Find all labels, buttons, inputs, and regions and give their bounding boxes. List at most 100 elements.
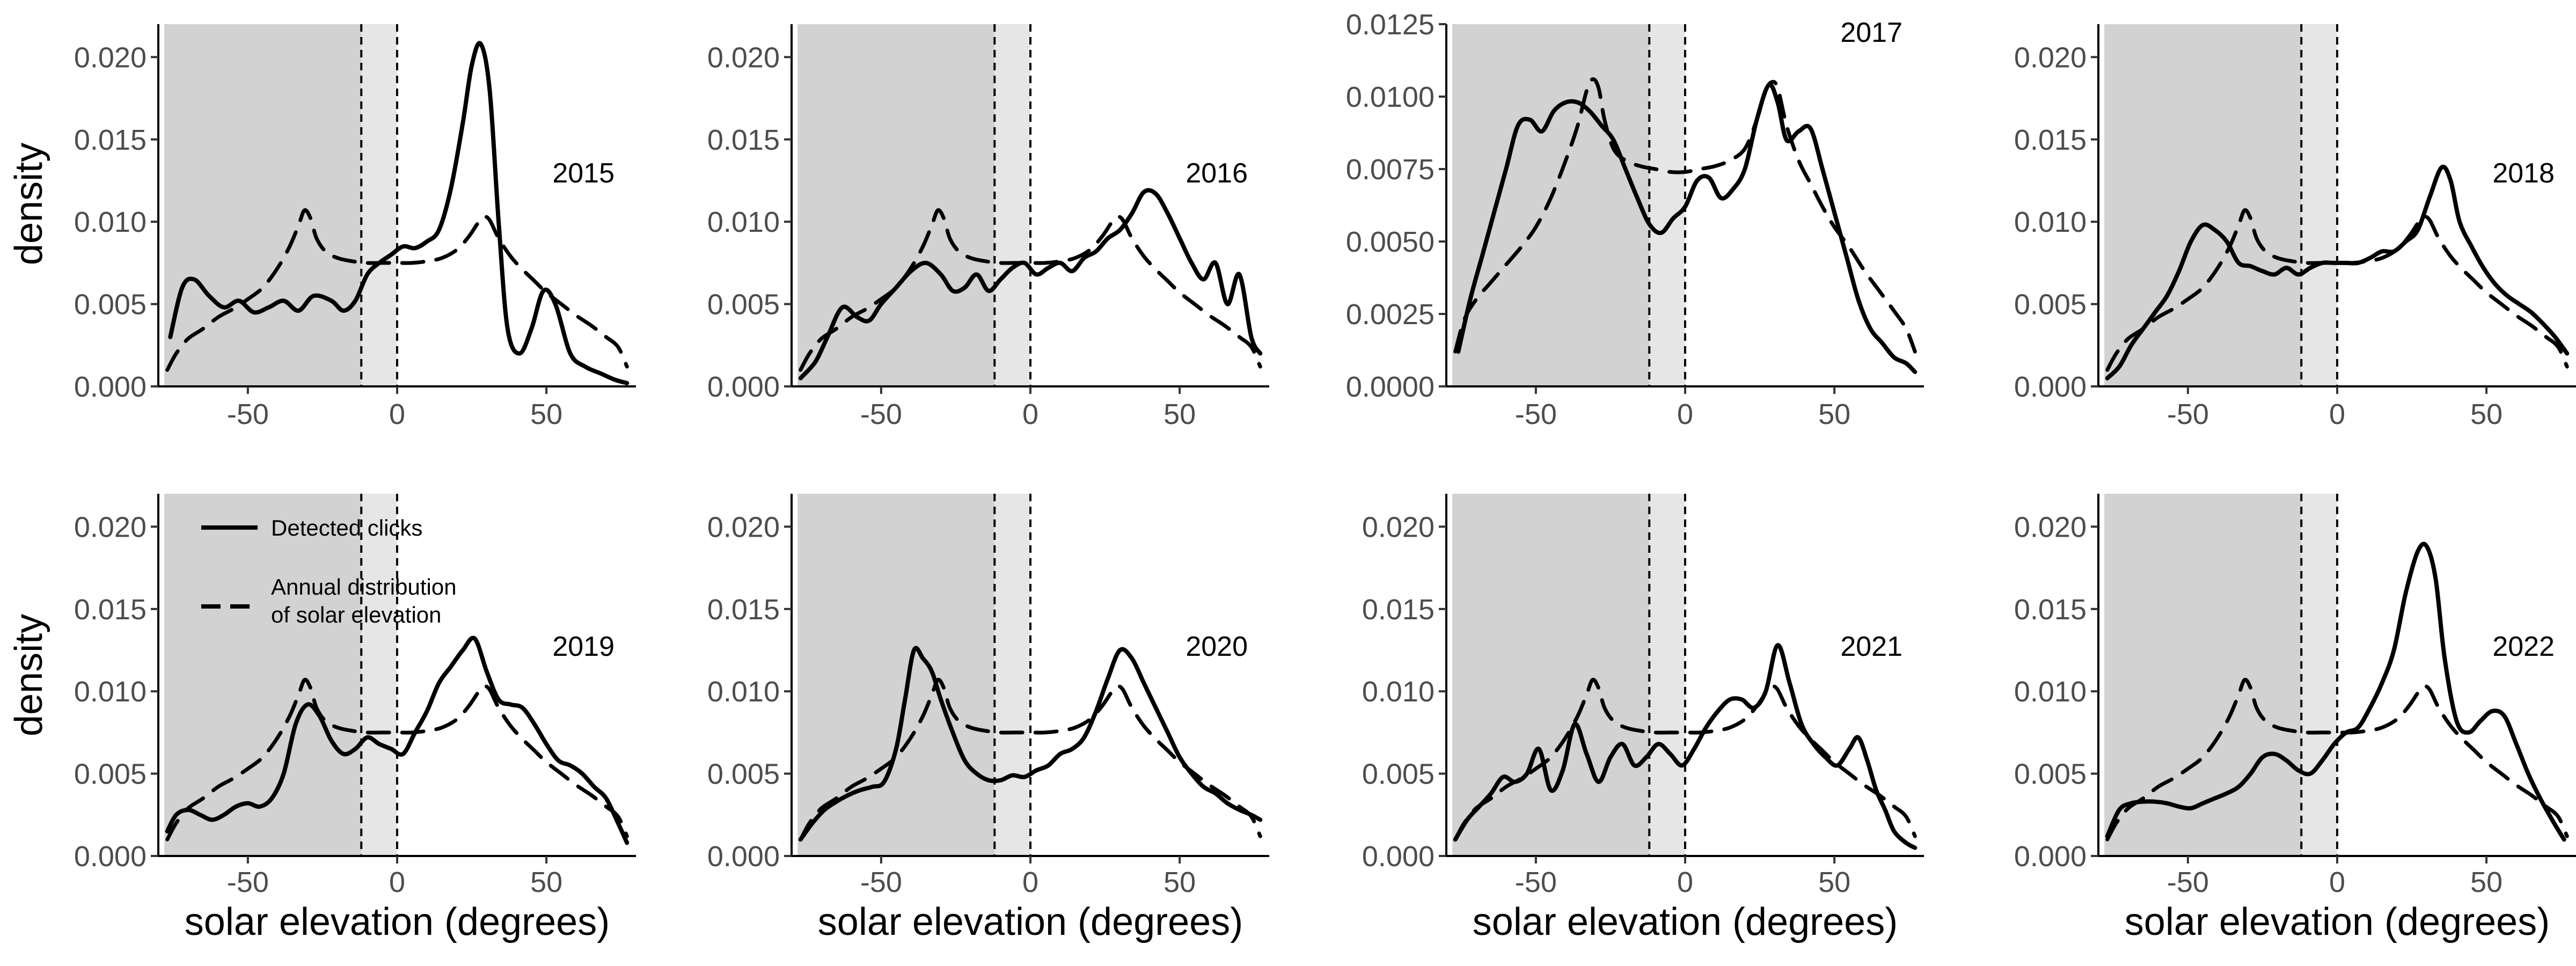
x-tick-label: 0	[1022, 866, 1038, 898]
twilight-shading	[2301, 24, 2337, 386]
x-tick-label: -50	[860, 866, 902, 898]
y-tick-label: 0.015	[1362, 594, 1435, 626]
y-tick-label: 0.015	[74, 124, 147, 156]
y-tick-label: 0.020	[707, 511, 780, 543]
x-tick-label: 0	[389, 866, 405, 898]
night-shading	[797, 24, 995, 386]
year-label: 2020	[1185, 631, 1248, 662]
panel-2018: 0.000 0.005 0.010 0.015 0.020 -50 0 50 2018	[2014, 24, 2576, 430]
x-tick-label: -50	[2167, 866, 2209, 898]
legend-label: of solar elevation	[271, 602, 442, 627]
y-tick-label: 0.020	[2014, 511, 2087, 543]
night-shading	[164, 24, 362, 386]
y-tick-label: 0.000	[707, 371, 780, 403]
panel-2016: 0.000 0.005 0.010 0.015 0.020 -50 0 50 2016	[707, 24, 1269, 430]
year-label: 2015	[552, 158, 614, 189]
y-tick-label: 0.005	[1362, 758, 1435, 791]
panel-2020: 0.000 0.005 0.010 0.015 0.020 -50 0 50 2020 solar…	[707, 494, 1269, 943]
y-tick-label: 0.010	[74, 676, 147, 708]
x-tick-label: 50	[1818, 866, 1850, 898]
night-shading	[164, 494, 362, 856]
y-tick-label: 0.010	[74, 206, 147, 238]
twilight-shading	[361, 494, 397, 856]
x-tick-label: -50	[227, 866, 269, 898]
year-label: 2022	[2492, 631, 2555, 662]
annual-distribution-line	[165, 677, 629, 841]
detected-clicks-line	[798, 646, 1263, 842]
y-tick-label: 0.0050	[1346, 226, 1435, 258]
x-tick-label: 0	[389, 398, 405, 430]
x-tick-label: 50	[530, 398, 562, 430]
y-tick-label: 0.000	[74, 840, 147, 873]
twilight-shading	[994, 24, 1030, 386]
annual-distribution-line	[165, 208, 629, 372]
x-tick-label: 50	[530, 866, 562, 898]
detected-clicks-line	[168, 41, 630, 385]
x-axis-title: solar elevation (degrees)	[818, 901, 1243, 943]
twilight-shading	[2301, 494, 2337, 856]
y-tick-label: 0.000	[2014, 371, 2087, 403]
y-tick-label: 0.005	[2014, 758, 2087, 791]
annual-distribution-line	[2105, 677, 2569, 841]
panel-2017: 0.0000 0.0025 0.0050 0.0075 0.0100 0.0125 -50 0…	[1346, 9, 1924, 430]
legend-label: Detected clicks	[271, 515, 422, 540]
annual-distribution-line	[799, 208, 1262, 372]
night-shading	[1452, 494, 1650, 856]
y-tick-label: 0.005	[707, 289, 780, 321]
x-tick-label: 0	[2329, 866, 2345, 898]
y-tick-label: 0.010	[2014, 676, 2087, 708]
annual-distribution-line	[2105, 208, 2569, 372]
panel-2015: 0.000 0.005 0.010 0.015 0.020 -50 0 50 2015	[74, 24, 636, 430]
y-tick-label: 0.0000	[1346, 371, 1435, 403]
y-tick-label: 0.000	[2014, 840, 2087, 873]
detected-clicks-line	[798, 188, 1263, 380]
y-tick-label: 0.015	[2014, 594, 2087, 626]
twilight-shading	[361, 24, 397, 386]
y-tick-label: 0.015	[2014, 124, 2087, 156]
y-tick-label: 0.010	[707, 206, 780, 238]
y-tick-label: 0.0025	[1346, 298, 1435, 331]
y-tick-label: 0.015	[707, 594, 780, 626]
year-label: 2021	[1840, 631, 1902, 662]
x-tick-label: -50	[860, 398, 902, 430]
x-tick-label: 50	[1163, 398, 1196, 430]
x-tick-label: -50	[1515, 866, 1557, 898]
x-tick-label: 50	[2470, 398, 2502, 430]
x-tick-label: 0	[1677, 866, 1693, 898]
legend: Detected clicks Annual distribution of sol…	[201, 515, 457, 627]
y-tick-label: 0.000	[74, 371, 147, 403]
y-tick-label: 0.0125	[1346, 9, 1435, 41]
y-axis-title: density	[8, 143, 50, 265]
y-tick-label: 0.0075	[1346, 153, 1435, 186]
y-tick-label: 0.000	[707, 840, 780, 873]
x-axis-title: solar elevation (degrees)	[185, 901, 610, 943]
x-tick-label: 0	[2329, 398, 2345, 430]
legend-label: Annual distribution	[271, 574, 457, 599]
annual-distribution-line	[1453, 77, 1917, 354]
year-label: 2019	[552, 631, 614, 662]
y-tick-label: 0.010	[1362, 676, 1435, 708]
x-tick-label: 50	[1163, 866, 1196, 898]
y-tick-label: 0.0100	[1346, 81, 1435, 113]
panel-2019: 0.000 0.005 0.010 0.015 0.020 -50 0 50 2019 solar…	[74, 494, 636, 943]
y-tick-label: 0.020	[707, 41, 780, 74]
y-tick-label: 0.015	[74, 594, 147, 626]
y-tick-label: 0.005	[707, 758, 780, 791]
x-axis-title: solar elevation (degrees)	[1473, 901, 1898, 943]
y-tick-label: 0.005	[2014, 289, 2087, 321]
y-tick-label: 0.020	[74, 41, 147, 74]
twilight-shading	[1649, 494, 1685, 856]
x-tick-label: -50	[1515, 398, 1557, 430]
x-tick-label: 50	[2470, 866, 2502, 898]
y-tick-label: 0.005	[74, 289, 147, 321]
year-label: 2017	[1840, 17, 1902, 48]
twilight-shading	[1649, 24, 1685, 386]
x-tick-label: -50	[227, 398, 269, 430]
x-tick-label: 0	[1677, 398, 1693, 430]
night-shading	[2104, 494, 2302, 856]
x-tick-label: 0	[1022, 398, 1038, 430]
x-tick-label: -50	[2167, 398, 2209, 430]
y-tick-label: 0.020	[2014, 41, 2087, 74]
